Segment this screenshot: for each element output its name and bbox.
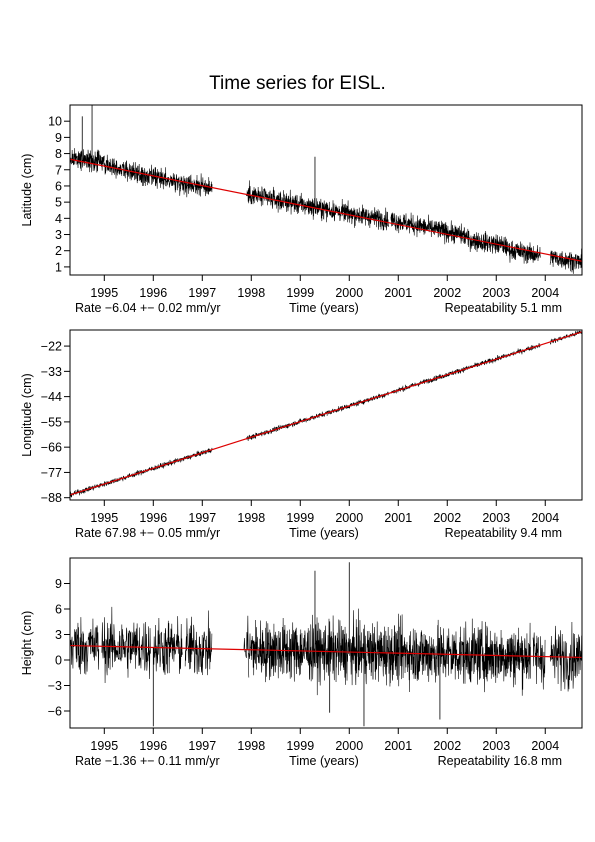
x-tick-label: 2004 [531,286,559,300]
x-tick-label: 1996 [139,511,167,525]
y-tick-label: −88 [41,491,62,505]
y-tick-label: 2 [55,244,62,258]
data-series [70,562,582,727]
x-tick-label: 1998 [237,511,265,525]
x-tick-label: 2001 [384,739,412,753]
x-tick-label: 1996 [139,739,167,753]
x-tick-label: 2002 [433,511,461,525]
y-axis-label: Height (cm) [20,611,34,676]
trend-line [69,644,583,659]
data-segment [329,198,389,231]
data-segment [101,606,151,683]
y-axis-label: Latitude (cm) [20,154,34,227]
height-panel: 1995 1996 1997 1998 1999 2000 2001 2002 2003 2004… [20,557,583,768]
y-axis-label: Longitude (cm) [20,373,34,456]
x-tick-label: 1995 [90,286,118,300]
x-tick-label: 2001 [384,286,412,300]
x-tick-label: 1999 [286,511,314,525]
data-segment [104,154,144,187]
data-segment [243,615,250,678]
x-tick-label: 2002 [433,739,461,753]
x-tick-label: 2004 [531,739,559,753]
y-tick-label: 9 [55,131,62,145]
x-tick-label: 1999 [286,739,314,753]
data-segment [184,610,213,676]
x-tick-label: 1995 [90,511,118,525]
y-tick-label: 9 [55,577,62,591]
data-segment [246,180,330,223]
data-segment [152,616,183,675]
data-segment [549,248,582,274]
data-segment [549,621,582,692]
x-tick-label: 1998 [237,286,265,300]
y-tick-label: 5 [55,196,62,210]
rate-text: Rate −1.36 +− 0.11 mm/yr [75,754,220,768]
data-segment [532,632,546,690]
repeatability-text: Repeatability 9.4 mm [445,526,562,540]
y-tick-label: −22 [41,340,62,354]
x-tick-label: 1997 [188,511,216,525]
trend-line [69,331,583,496]
data-segment [505,343,541,358]
x-tick-label: 2003 [482,286,510,300]
x-tick-label: 2001 [384,511,412,525]
rate-text: Rate −6.04 +− 0.02 mm/yr [75,301,221,315]
trend-line [69,158,583,262]
x-tick-label: 2002 [433,286,461,300]
y-tick-label: −66 [41,441,62,455]
repeatability-text: Repeatability 16.8 mm [438,754,562,768]
x-tick-label: 1999 [286,286,314,300]
x-axis-label: Time (years) [289,754,359,768]
plot-frame [69,557,583,729]
x-tick-label: 2003 [482,511,510,525]
x-tick-label: 1995 [90,739,118,753]
x-tick-label: 2004 [531,511,559,525]
y-tick-label: −77 [41,466,62,480]
y-tick-label: −3 [48,679,62,693]
data-segment [70,447,213,498]
y-tick-label: −6 [48,705,62,719]
repeatability-text: Repeatability 5.1 mm [445,301,562,315]
data-segment [505,238,541,264]
x-axis-label: Time (years) [289,301,359,315]
data-segment [390,212,468,245]
data-segment [248,608,531,696]
data-series [70,105,582,274]
data-segment [70,148,105,173]
x-tick-label: 2003 [482,739,510,753]
y-tick-label: 6 [55,179,62,193]
latitude-panel: 1995 1996 1997 1998 1999 2000 2001 2002 2003 2004… [20,104,583,315]
x-tick-label: 2000 [335,511,363,525]
x-tick-label: 1996 [139,286,167,300]
x-axis-label: Time (years) [289,526,359,540]
y-tick-label: 6 [55,603,62,617]
figure-title: Time series for EISL. [209,73,386,94]
y-tick-label: 8 [55,147,62,161]
y-tick-label: 0 [55,654,62,668]
y-tick-label: 3 [55,228,62,242]
y-tick-label: −55 [41,415,62,429]
x-tick-label: 2000 [335,739,363,753]
y-tick-label: 3 [55,628,62,642]
y-tick-label: −33 [41,365,62,379]
data-segment [143,164,213,198]
x-tick-label: 1997 [188,286,216,300]
y-tick-label: 7 [55,163,62,177]
longitude-panel: 1995 1996 1997 1998 1999 2000 2001 2002 2003 2004… [20,329,583,540]
y-tick-label: −44 [41,390,62,404]
x-tick-label: 1997 [188,739,216,753]
y-tick-label: 4 [55,212,62,226]
data-segment [549,330,582,345]
data-segment [466,228,507,255]
plot-frame [69,329,583,501]
y-tick-label: 10 [48,115,62,129]
x-tick-label: 2000 [335,286,363,300]
plot-frame [69,104,583,276]
x-tick-label: 1998 [237,739,265,753]
y-tick-label: 1 [55,260,62,274]
rate-text: Rate 67.98 +− 0.05 mm/yr [75,526,220,540]
data-segment [70,617,100,675]
